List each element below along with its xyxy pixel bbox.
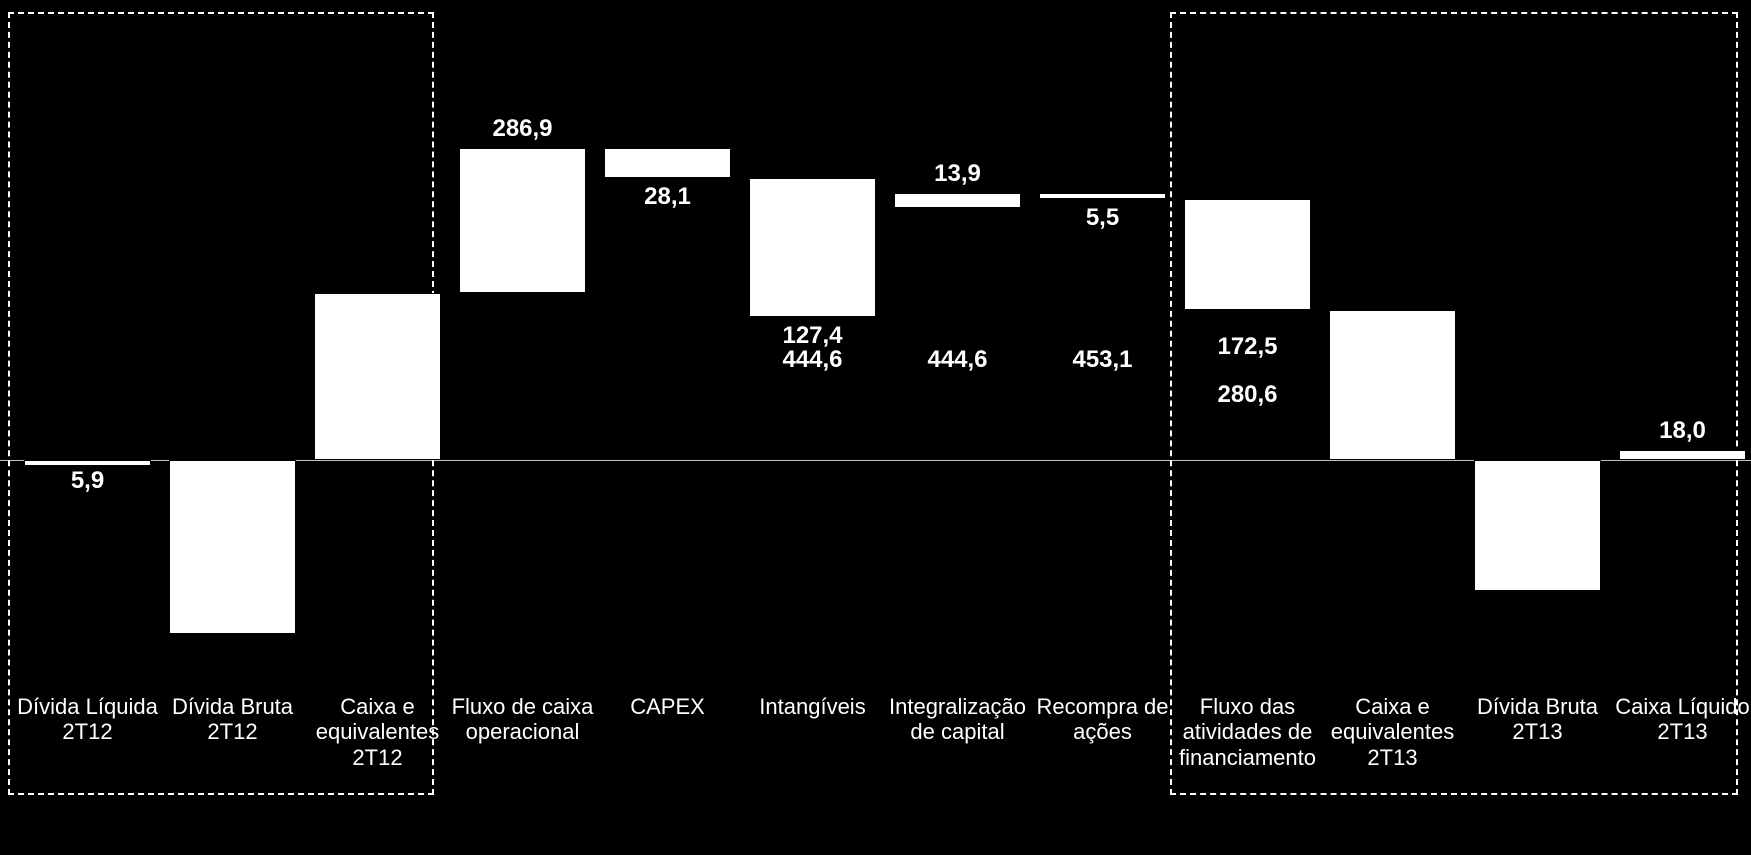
category-label-10: Dívida Bruta2T13 bbox=[1465, 694, 1610, 745]
value-label-0: 5,9 bbox=[4, 468, 171, 494]
bar-4 bbox=[604, 148, 731, 179]
category-label-11: Caixa Líquido2T13 bbox=[1610, 694, 1751, 745]
value-label-6: 13,9 bbox=[874, 161, 1041, 187]
bar-2 bbox=[314, 293, 441, 460]
bar-7 bbox=[1039, 193, 1166, 199]
category-label-9: Caixa eequivalentes2T13 bbox=[1320, 694, 1465, 770]
bar-1 bbox=[169, 460, 296, 634]
bar-0 bbox=[24, 460, 151, 466]
category-label-5: Intangíveis bbox=[740, 694, 885, 719]
category-label-3: Fluxo de caixaoperacional bbox=[450, 694, 595, 745]
value-label-7: 5,5 bbox=[1019, 205, 1186, 231]
extra-label-6-0: 444,6 bbox=[874, 347, 1041, 373]
bar-3 bbox=[459, 148, 586, 293]
extra-label-5-0: 444,6 bbox=[729, 347, 896, 373]
extra-label-7-0: 453,1 bbox=[1019, 347, 1186, 373]
value-label-8: 172,5 bbox=[1164, 334, 1331, 360]
waterfall-chart: 5,9Dívida Líquida2T12Dívida Bruta2T12Cai… bbox=[0, 0, 1751, 855]
bar-8 bbox=[1184, 199, 1311, 310]
bar-5 bbox=[749, 178, 876, 317]
value-label-3: 286,9 bbox=[439, 116, 606, 142]
extra-label-8-0: 280,6 bbox=[1164, 382, 1331, 408]
category-label-7: Recompra deações bbox=[1030, 694, 1175, 745]
category-label-2: Caixa eequivalentes2T12 bbox=[305, 694, 450, 770]
value-label-11: 18,0 bbox=[1599, 418, 1751, 444]
category-label-0: Dívida Líquida2T12 bbox=[15, 694, 160, 745]
bar-10 bbox=[1474, 460, 1601, 591]
bar-6 bbox=[894, 193, 1021, 208]
category-label-8: Fluxo dasatividades definanciamento bbox=[1175, 694, 1320, 770]
category-label-1: Dívida Bruta2T12 bbox=[160, 694, 305, 745]
value-label-4: 28,1 bbox=[584, 184, 751, 210]
category-label-4: CAPEX bbox=[595, 694, 740, 719]
bar-11 bbox=[1619, 450, 1746, 460]
category-label-6: Integralizaçãode capital bbox=[885, 694, 1030, 745]
bar-9 bbox=[1329, 310, 1456, 460]
